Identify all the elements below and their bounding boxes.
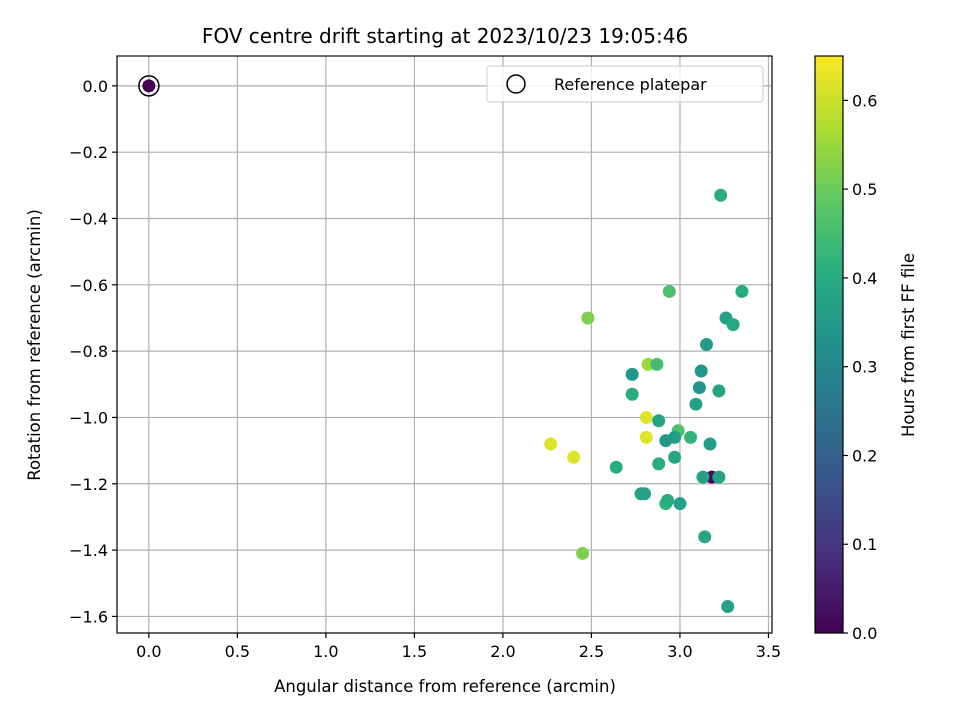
y-tick-label: −1.4 xyxy=(69,541,108,560)
data-point xyxy=(703,437,717,451)
y-tick-label: −0.8 xyxy=(69,342,108,361)
colorbar-tick-label: 0.2 xyxy=(852,446,877,465)
y-axis-label: Rotation from reference (arcmin) xyxy=(25,209,44,481)
data-point xyxy=(684,430,698,444)
data-point xyxy=(721,599,735,613)
colorbar-tick-label: 0.1 xyxy=(852,535,877,554)
colorbar-gradient xyxy=(814,55,844,634)
data-point xyxy=(712,384,726,398)
data-point xyxy=(698,530,712,544)
plot-frame xyxy=(116,55,773,634)
data-point xyxy=(652,457,666,471)
colorbar-tick-label: 0.6 xyxy=(852,91,877,110)
data-point xyxy=(692,381,706,395)
data-point xyxy=(581,311,595,325)
x-tick-label: 0.5 xyxy=(225,642,250,661)
x-tick-label: 3.5 xyxy=(756,642,781,661)
data-point xyxy=(661,493,675,507)
x-axis-label: Angular distance from reference (arcmin) xyxy=(274,677,616,696)
x-tick-label: 3.0 xyxy=(667,642,692,661)
x-tick-label: 1.0 xyxy=(313,642,338,661)
colorbar-tick-label: 0.5 xyxy=(852,180,877,199)
data-point xyxy=(662,284,676,298)
colorbar-tick-label: 0.0 xyxy=(852,624,877,643)
data-point xyxy=(689,397,703,411)
legend: Reference platepar xyxy=(486,65,764,103)
y-axis-ticks: 0.0 −0.2 −0.4 −0.6 −0.8 −1.0 −1.2 −1.4 −1.6 xyxy=(69,77,117,626)
data-point xyxy=(567,450,581,464)
data-point xyxy=(712,470,726,484)
x-tick-label: 2.5 xyxy=(579,642,604,661)
colorbar: 0.0 0.1 0.2 0.3 0.4 0.5 0.6 Hours from first F… xyxy=(814,55,918,643)
colorbar-label: Hours from first FF file xyxy=(899,253,918,437)
data-points xyxy=(544,188,749,613)
legend-marker xyxy=(506,74,526,94)
data-point xyxy=(668,450,682,464)
reference-point-fill xyxy=(142,79,156,93)
x-axis-ticks: 0.0 0.5 1.0 1.5 2.0 2.5 3.0 3.5 xyxy=(136,633,781,661)
data-point xyxy=(576,546,590,560)
grid-lines xyxy=(117,56,772,633)
y-tick-label: −1.2 xyxy=(69,475,108,494)
reference-point-marker xyxy=(138,75,160,97)
data-point xyxy=(544,437,558,451)
y-tick-label: −0.6 xyxy=(69,276,108,295)
data-point xyxy=(639,430,653,444)
y-tick-label: −0.4 xyxy=(69,209,108,228)
data-point xyxy=(714,188,728,202)
legend-box xyxy=(486,65,764,103)
colorbar-tick-label: 0.3 xyxy=(852,358,877,377)
y-tick-label: −0.2 xyxy=(69,143,108,162)
data-point xyxy=(638,487,652,501)
data-point xyxy=(625,367,639,381)
y-tick-label: 0.0 xyxy=(83,77,108,96)
x-tick-label: 2.0 xyxy=(490,642,515,661)
colorbar-tick-label: 0.4 xyxy=(852,269,877,288)
data-point xyxy=(639,410,653,424)
x-tick-label: 1.5 xyxy=(402,642,427,661)
data-point xyxy=(696,470,710,484)
data-point xyxy=(673,497,687,511)
chart-title: FOV centre drift starting at 2023/10/23 … xyxy=(202,24,688,48)
data-point xyxy=(726,318,740,332)
legend-entry: Reference platepar xyxy=(554,75,707,94)
y-tick-label: −1.6 xyxy=(69,607,108,626)
colorbar-ticks: 0.0 0.1 0.2 0.3 0.4 0.5 0.6 xyxy=(843,91,877,643)
data-point xyxy=(625,387,639,401)
data-point xyxy=(652,414,666,428)
y-tick-label: −1.0 xyxy=(69,408,108,427)
data-point xyxy=(650,357,664,371)
data-point xyxy=(609,460,623,474)
x-tick-label: 0.0 xyxy=(136,642,161,661)
data-point xyxy=(659,434,673,448)
data-point xyxy=(694,364,708,378)
data-point xyxy=(700,338,713,351)
data-point xyxy=(735,284,749,298)
reference-point xyxy=(138,75,160,97)
